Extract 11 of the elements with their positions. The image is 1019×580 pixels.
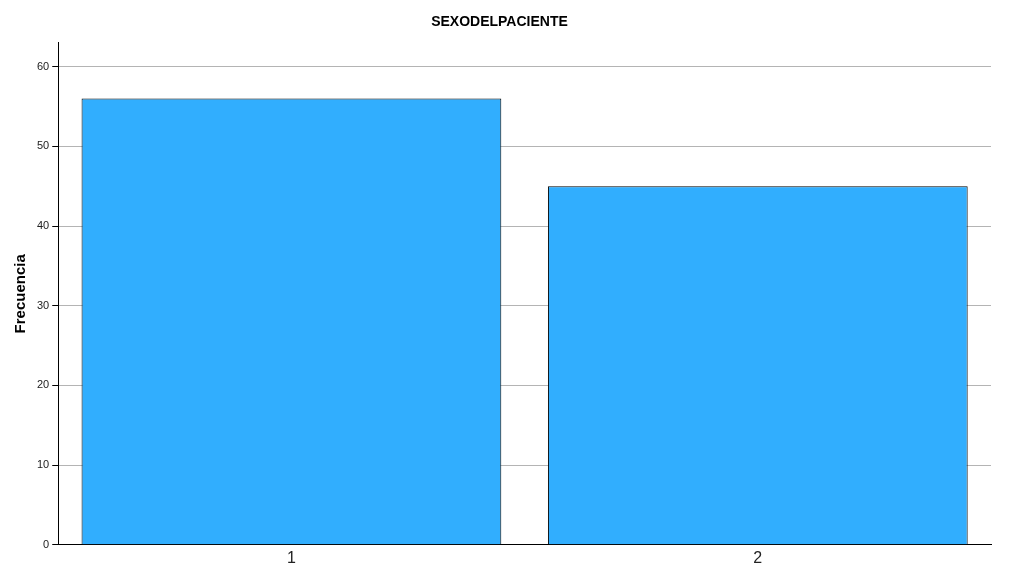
x-tick-label: 2 (753, 548, 763, 566)
y-tick-label: 0 (43, 537, 50, 550)
y-tick-label: 40 (36, 219, 50, 232)
y-tick-label: 50 (36, 139, 50, 152)
chart-title: SEXODELPACIENTE (431, 13, 568, 30)
y-tick-label: 10 (36, 458, 50, 471)
y-axis-title: Frecuencia (11, 253, 29, 334)
y-tick-label: 20 (36, 378, 50, 391)
x-tick-label: 1 (286, 548, 296, 566)
y-tick-label: 30 (36, 298, 50, 311)
y-tick-label: 60 (36, 59, 50, 72)
